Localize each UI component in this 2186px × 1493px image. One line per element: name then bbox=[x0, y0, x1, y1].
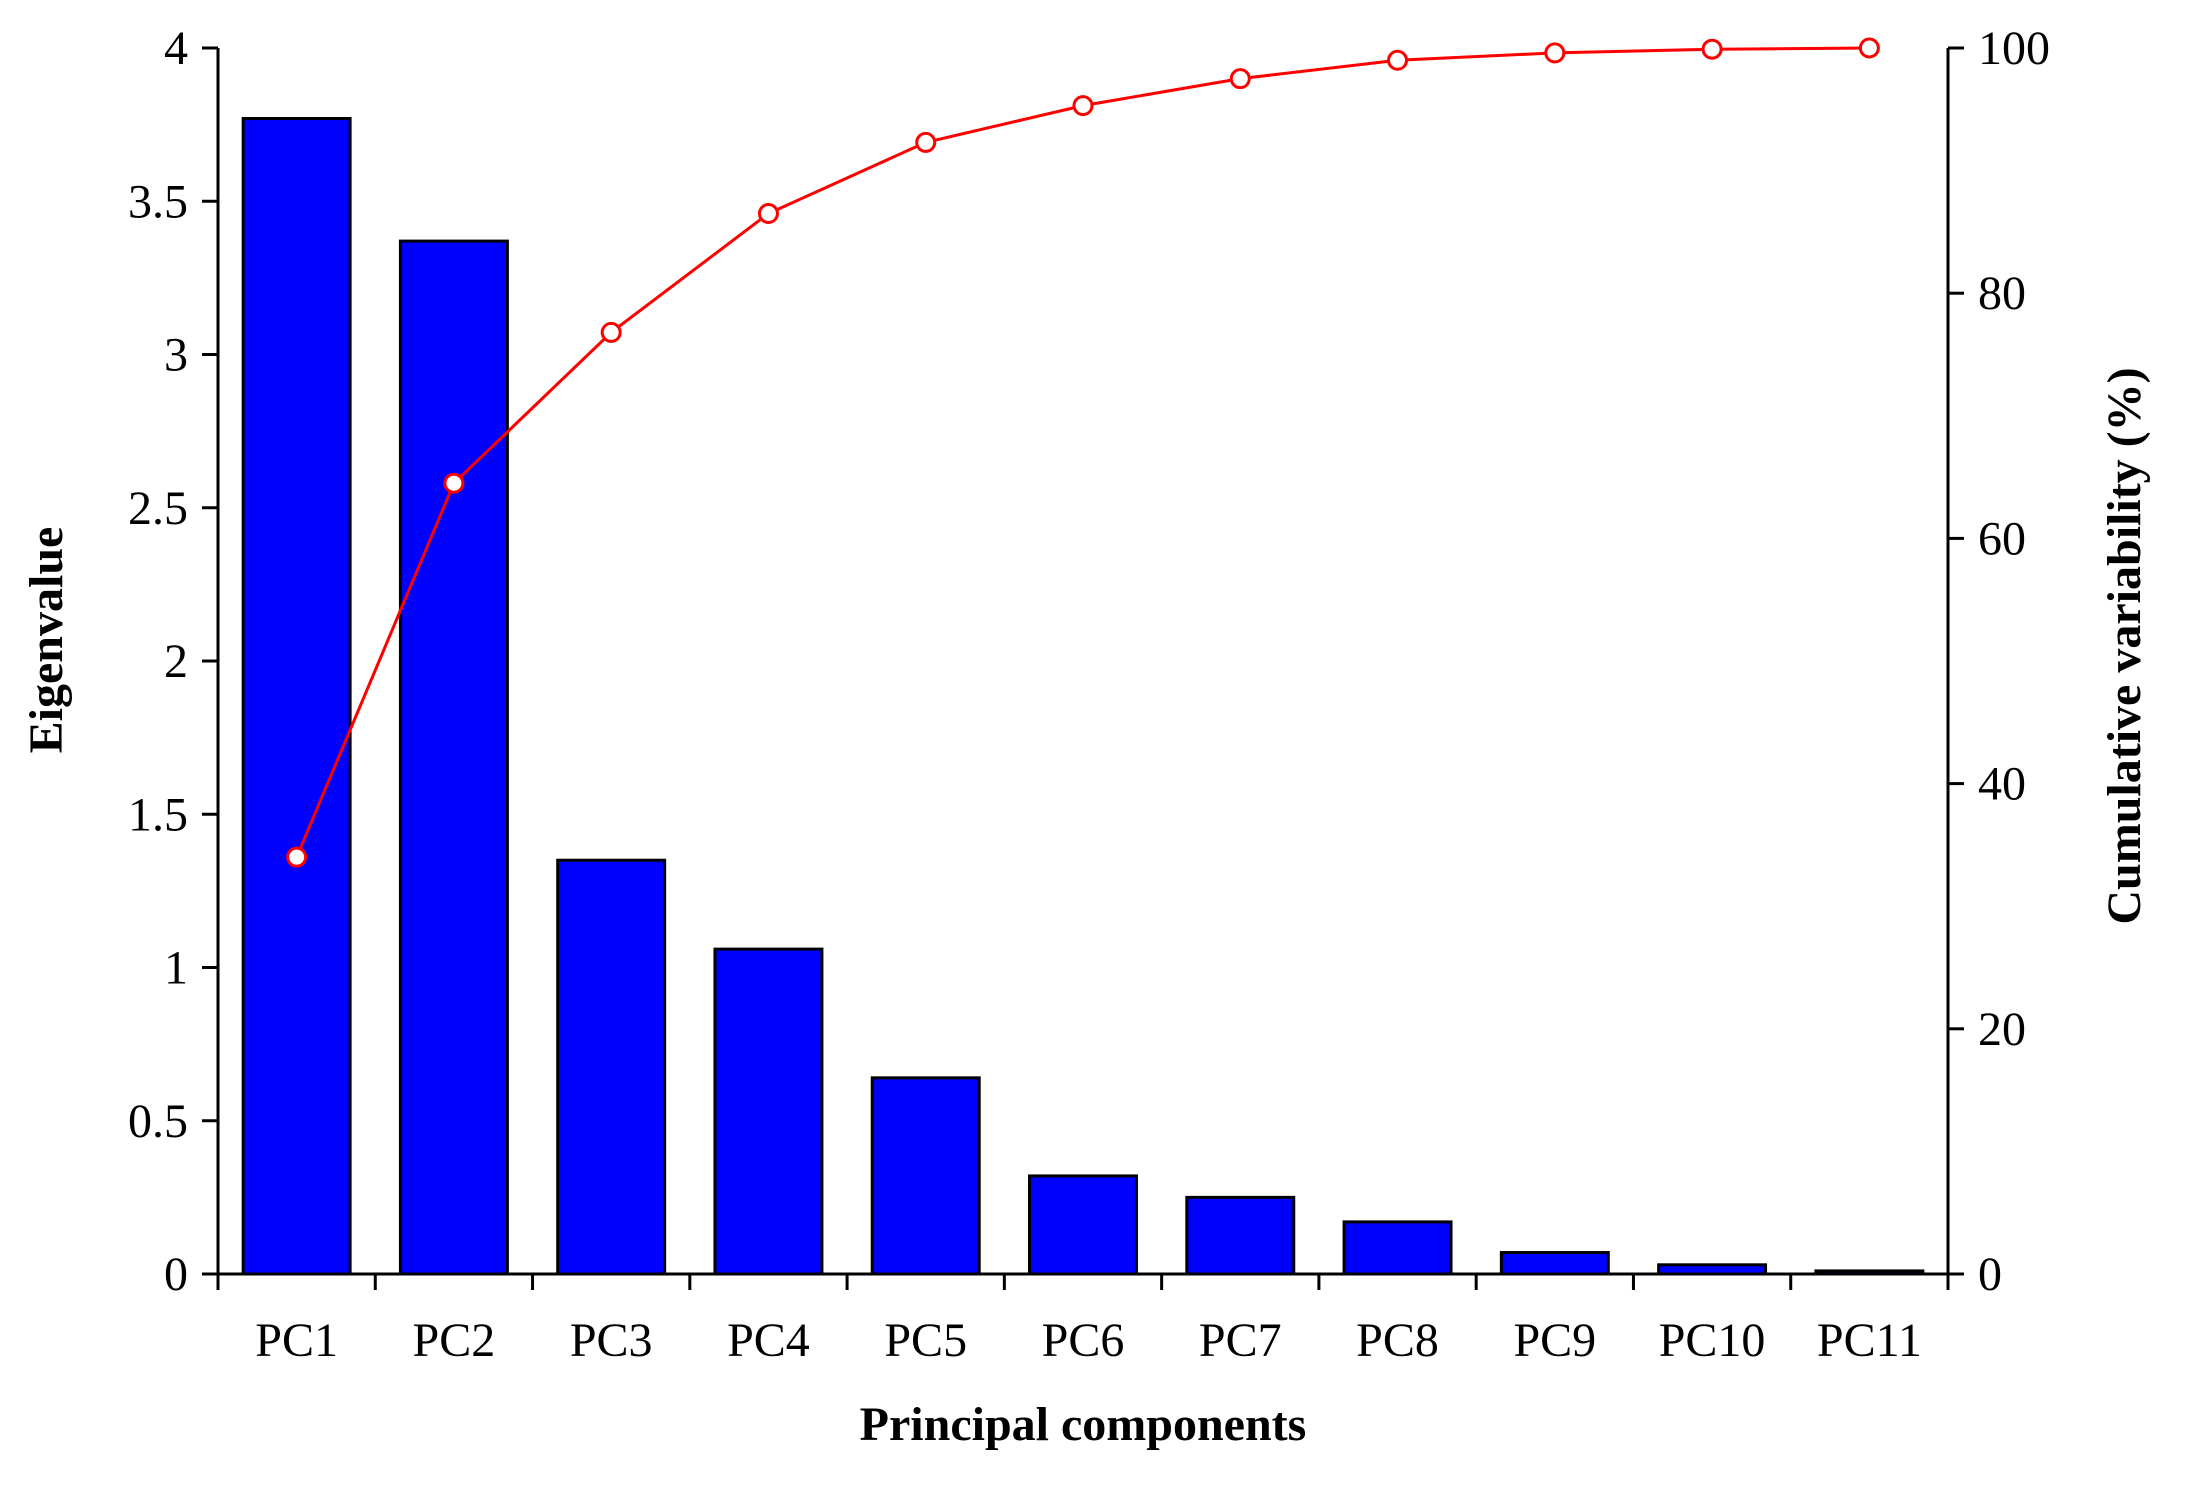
x-tick-label: PC8 bbox=[1356, 1314, 1439, 1367]
eigenvalue-bar-pc6 bbox=[1028, 1174, 1138, 1276]
y-tick-label: 2 bbox=[164, 635, 188, 688]
y-tick-label: 1 bbox=[164, 942, 188, 995]
y-tick-label: 3.5 bbox=[128, 175, 188, 228]
y2-tick-label: 80 bbox=[1978, 267, 2026, 320]
cumulative-point-pc9 bbox=[1544, 42, 1566, 64]
cumulative-point-pc2 bbox=[443, 472, 465, 494]
eigenvalue-bar-pc4 bbox=[713, 947, 824, 1276]
x-tick-label: PC1 bbox=[255, 1314, 338, 1367]
cumulative-point-pc3 bbox=[600, 321, 622, 343]
x-tick-label: PC2 bbox=[413, 1314, 496, 1367]
eigenvalue-bar-pc7 bbox=[1185, 1195, 1296, 1276]
cumulative-point-pc4 bbox=[757, 203, 779, 225]
cumulative-point-pc10 bbox=[1701, 38, 1723, 60]
x-axis-title: Principal components bbox=[860, 1398, 1307, 1451]
axes-layer bbox=[202, 46, 1964, 1290]
x-tick-label: PC4 bbox=[727, 1314, 810, 1367]
y2-tick-label: 100 bbox=[1978, 22, 2050, 75]
y-axis-title: Eigenvalue bbox=[20, 527, 73, 754]
eigenvalue-bar-pc2 bbox=[398, 239, 509, 1276]
x-tick-label: PC5 bbox=[884, 1314, 967, 1367]
y2-tick-label: 20 bbox=[1978, 1003, 2026, 1056]
y2-axis-title: Cumulative variability (%) bbox=[2098, 367, 2151, 924]
y-tick-label: 0.5 bbox=[128, 1095, 188, 1148]
x-tick-label: PC7 bbox=[1199, 1314, 1282, 1367]
cumulative-variability-line bbox=[295, 46, 1870, 858]
bars-layer bbox=[241, 116, 1925, 1276]
cumulative-point-pc6 bbox=[1072, 95, 1094, 117]
cumulative-line-layer bbox=[286, 37, 1880, 868]
cumulative-point-pc8 bbox=[1387, 49, 1409, 71]
y-tick-label: 2.5 bbox=[128, 482, 188, 535]
y2-tick-label: 0 bbox=[1978, 1248, 2002, 1301]
eigenvalue-bar-pc1 bbox=[241, 116, 352, 1276]
y2-tick-label: 60 bbox=[1978, 512, 2026, 565]
x-tick-label: PC11 bbox=[1817, 1314, 1922, 1367]
y2-tick-label: 40 bbox=[1978, 758, 2026, 811]
eigenvalue-bar-pc9 bbox=[1499, 1251, 1610, 1276]
cumulative-point-pc1 bbox=[286, 846, 308, 868]
eigenvalue-bar-pc5 bbox=[870, 1076, 981, 1276]
cumulative-point-pc11 bbox=[1858, 37, 1880, 59]
y-tick-label: 0 bbox=[164, 1248, 188, 1301]
eigenvalue-bar-pc3 bbox=[556, 858, 667, 1276]
cumulative-point-pc5 bbox=[915, 131, 937, 153]
eigenvalue-bar-pc8 bbox=[1342, 1220, 1453, 1276]
y-tick-label: 4 bbox=[164, 22, 188, 75]
x-tick-label: PC9 bbox=[1513, 1314, 1596, 1367]
x-tick-label: PC3 bbox=[570, 1314, 653, 1367]
x-tick-label: PC6 bbox=[1042, 1314, 1125, 1367]
y-tick-label: 3 bbox=[164, 329, 188, 382]
x-tick-label: PC10 bbox=[1659, 1314, 1766, 1367]
y-tick-label: 1.5 bbox=[128, 788, 188, 841]
cumulative-point-pc7 bbox=[1229, 68, 1251, 90]
